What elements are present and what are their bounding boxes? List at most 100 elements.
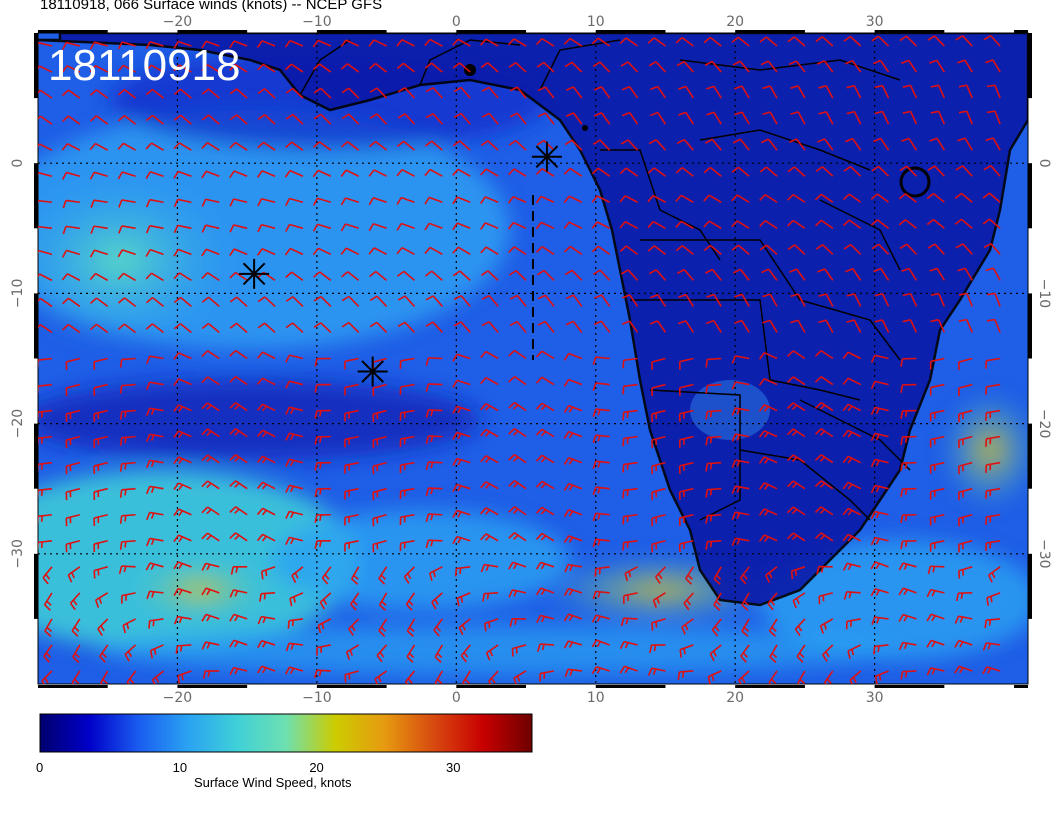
wind-barb — [117, 142, 136, 151]
wind-barb — [429, 566, 443, 582]
wind-barb — [344, 461, 359, 474]
wind-barb — [313, 271, 332, 282]
wind-barb — [201, 376, 220, 386]
wind-barb — [898, 193, 917, 203]
wind-barb — [985, 267, 1001, 281]
wind-barb — [229, 349, 248, 360]
wind-barb — [796, 644, 806, 663]
wind-barb — [285, 380, 304, 389]
wind-barb — [372, 461, 387, 475]
wind-barb — [870, 193, 890, 203]
wind-barb — [146, 485, 164, 495]
wind-barb — [71, 670, 81, 684]
wind-barb — [926, 218, 945, 229]
wind-barb — [786, 350, 806, 360]
wind-barb — [257, 114, 276, 125]
wind-barb — [119, 357, 136, 368]
wind-barb — [314, 435, 331, 445]
wind-barb — [731, 355, 750, 364]
wind-barb — [508, 349, 527, 360]
colorbar-tick-label: 20 — [309, 760, 324, 775]
wind-barb — [372, 435, 387, 449]
wind-barb — [396, 169, 415, 177]
wind-barb — [842, 351, 862, 360]
wind-barb — [89, 323, 109, 334]
wind-barb — [229, 141, 248, 151]
wind-barb — [145, 297, 164, 308]
wind-barb — [452, 457, 471, 466]
wind-barb — [89, 64, 109, 73]
wind-barb — [285, 141, 304, 151]
wind-barb — [118, 565, 136, 574]
wind-barb — [901, 267, 918, 281]
wind-barb — [229, 224, 248, 233]
wind-barb — [314, 487, 331, 497]
wind-barb — [985, 461, 1001, 473]
wind-barb — [758, 430, 778, 438]
wind-barb — [985, 435, 1001, 447]
wind-barb — [873, 137, 890, 151]
wind-barb — [405, 592, 416, 611]
wind-barb — [786, 532, 806, 542]
wind-barb — [651, 540, 666, 553]
wind-barb — [38, 357, 53, 369]
wind-barb — [145, 142, 164, 151]
wind-barb — [458, 618, 471, 636]
wind-barb — [173, 508, 192, 517]
wind-barb — [399, 539, 415, 552]
wind-barb — [898, 219, 917, 229]
lon-tick-label-bottom: 10 — [587, 690, 605, 706]
wind-barb — [312, 247, 332, 256]
wind-barb — [786, 454, 806, 464]
wind-barb — [145, 248, 164, 257]
wind-barb — [621, 85, 639, 99]
wind-barb — [368, 223, 387, 232]
wind-barb — [988, 566, 1001, 583]
wind-barb — [539, 670, 555, 682]
wind-barb — [900, 487, 917, 498]
wind-barb — [731, 537, 750, 546]
wind-barb — [38, 171, 53, 177]
wind-barb — [619, 640, 638, 650]
wind-barb — [591, 639, 610, 648]
wind-barb — [173, 272, 192, 282]
axis-bar — [595, 30, 666, 33]
wind-barb — [480, 196, 499, 204]
wind-barb — [732, 60, 750, 73]
wind-barb — [731, 166, 750, 177]
wind-barb — [790, 566, 806, 580]
lon-tick-label-top: −10 — [302, 14, 332, 30]
wind-barb — [146, 511, 164, 521]
wind-barb — [591, 614, 610, 623]
wind-barb — [898, 641, 917, 651]
wind-barb — [397, 87, 416, 99]
wind-barb — [741, 592, 750, 611]
lon-tick-label-bottom: 0 — [452, 690, 461, 706]
wind-barb — [762, 293, 778, 307]
wind-barb — [870, 458, 889, 468]
wind-barb — [929, 383, 945, 396]
wind-barb — [229, 271, 248, 282]
wind-barb — [537, 86, 555, 99]
wind-barb — [480, 429, 499, 438]
wind-barb — [314, 513, 331, 523]
wind-barb — [93, 513, 108, 527]
wind-barb — [816, 60, 834, 73]
wind-barb — [229, 506, 248, 516]
axis-bar — [1028, 553, 1032, 619]
wind-barb — [285, 271, 304, 282]
lon-tick-label-top: 30 — [866, 14, 884, 30]
wind-barb — [341, 141, 360, 151]
wind-barb — [481, 321, 499, 333]
wind-barb — [485, 644, 499, 661]
wind-barb — [508, 401, 527, 412]
wind-barb — [762, 111, 778, 125]
wind-barb — [38, 324, 53, 334]
wind-barb — [99, 644, 109, 663]
wind-barb — [957, 513, 973, 527]
wind-barb — [453, 295, 471, 307]
wind-barb — [65, 357, 81, 370]
wind-barb — [874, 319, 890, 333]
wind-barb — [452, 222, 471, 231]
